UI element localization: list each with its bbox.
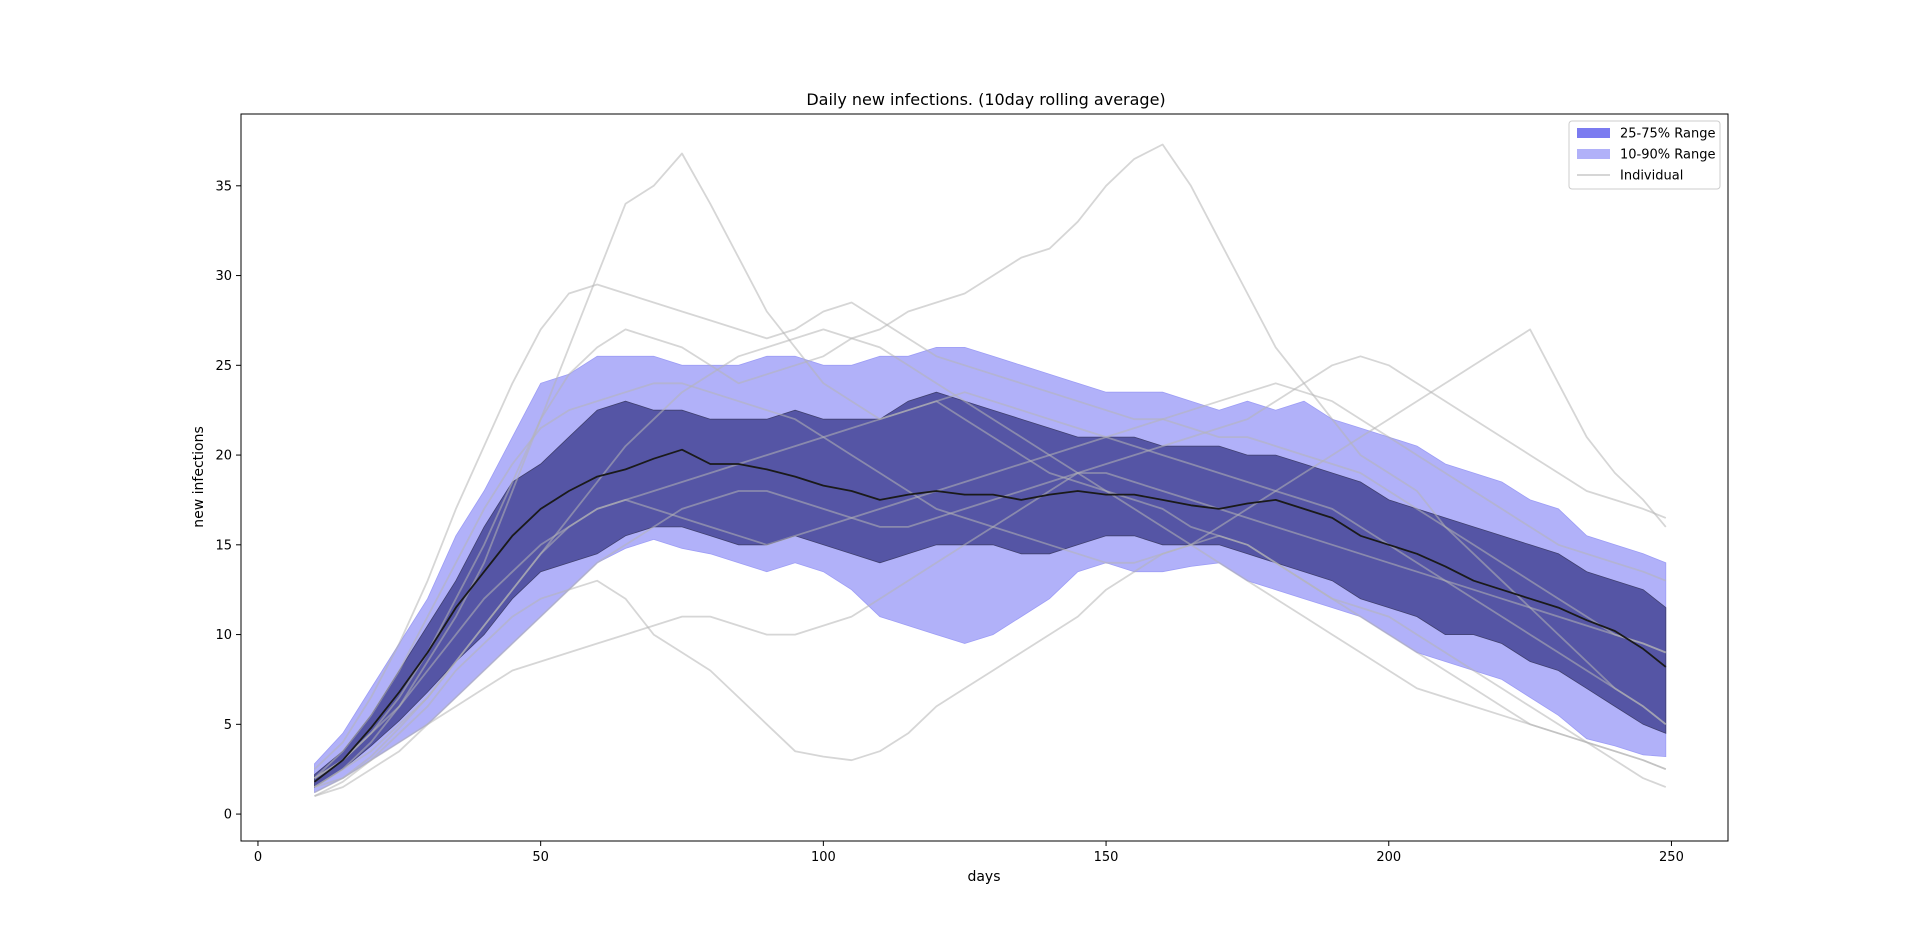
y-tick-label: 15 <box>215 538 232 553</box>
x-tick-label: 150 <box>1094 850 1119 865</box>
y-axis: 0 5 10 15 20 25 30 35 <box>215 179 241 823</box>
plot-frame <box>240 113 1729 842</box>
y-tick-label: 10 <box>215 628 232 643</box>
legend-label: 25-75% Range <box>1620 127 1715 142</box>
legend-label: 10-90% Range <box>1620 148 1715 163</box>
legend-label: Individual <box>1620 169 1683 184</box>
individual-series-9 <box>314 391 1667 779</box>
individual-series-10 <box>314 382 1667 794</box>
y-axis-label: new infections <box>191 426 207 528</box>
x-tick-label: 200 <box>1376 850 1401 865</box>
y-tick-label: 5 <box>224 718 232 733</box>
x-axis-label: days <box>967 869 1000 885</box>
legend-swatch <box>1577 128 1610 138</box>
legend: 25-75% Range 10-90% Range Individual <box>1568 120 1721 190</box>
x-tick-label: 250 <box>1659 850 1684 865</box>
median-series <box>313 448 1667 783</box>
individual-series-3 <box>314 534 1667 797</box>
individual-series-5 <box>313 283 1667 770</box>
y-tick-label: 25 <box>215 359 232 374</box>
x-tick-label: 50 <box>532 850 549 865</box>
y-tick-label: 35 <box>215 179 232 194</box>
x-tick-label: 100 <box>811 850 836 865</box>
y-tick-label: 30 <box>215 269 232 284</box>
x-tick-label: 0 <box>254 850 262 865</box>
legend-swatch <box>1577 149 1610 159</box>
chart-title: Daily new infections. (10day rolling ave… <box>806 90 1165 109</box>
y-tick-label: 20 <box>215 449 232 464</box>
individual-series-7 <box>313 328 1667 779</box>
x-axis: 0 50 100 150 200 250 <box>254 841 1684 865</box>
plot-area <box>313 143 1667 797</box>
y-tick-label: 0 <box>224 808 232 823</box>
